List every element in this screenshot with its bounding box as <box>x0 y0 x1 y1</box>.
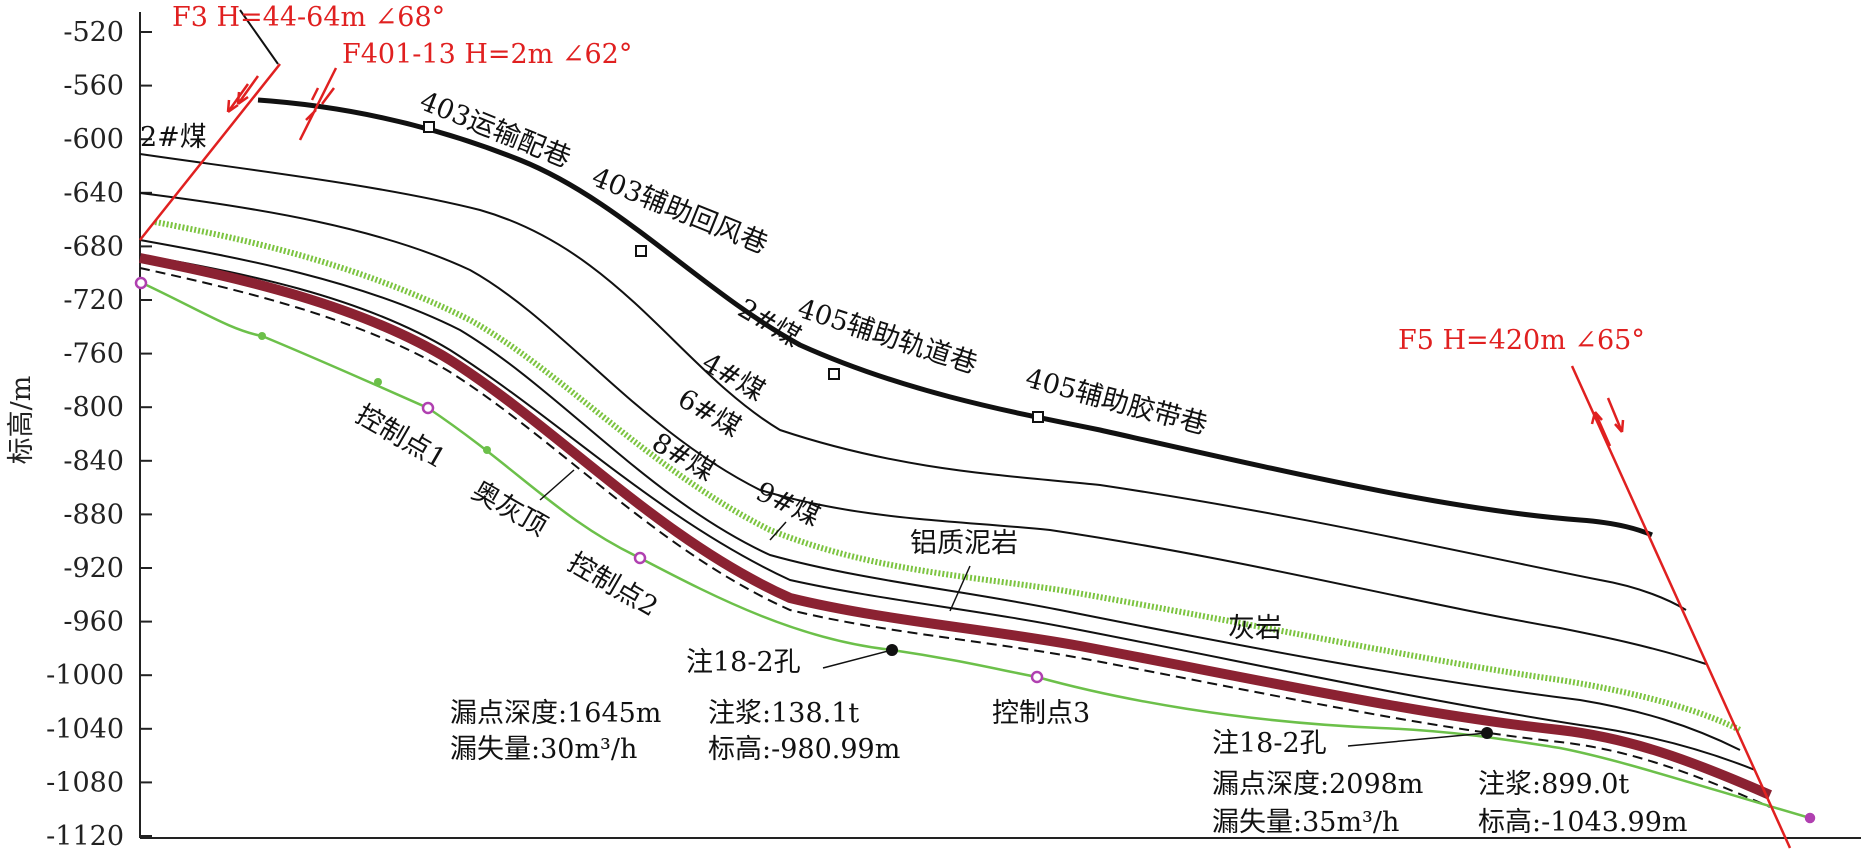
control-point-marker-end <box>1804 812 1816 824</box>
leader-coal9 <box>769 521 787 541</box>
borehole-1-name: 注18-2孔 <box>686 647 801 678</box>
y-tick-label: -1000 <box>46 660 124 691</box>
borehole-2-name: 注18-2孔 <box>1212 728 1327 759</box>
roadway-403-return-marker <box>635 245 647 257</box>
leader-bauxite <box>949 565 971 612</box>
y-tick-label: -960 <box>63 607 124 638</box>
ordovician-band <box>139 253 1773 800</box>
control-line <box>139 280 1811 820</box>
fault-f3-line <box>139 63 281 241</box>
fault-f401-arrow-a <box>298 67 338 141</box>
borehole-1-loss: 漏失量:30m³/h <box>450 734 637 765</box>
borehole-2-loss: 漏失量:35m³/h <box>1212 807 1399 838</box>
fault-f3-arrow-b <box>226 83 250 114</box>
control-dot <box>258 332 266 340</box>
fault-f3-arrow-a <box>236 75 260 106</box>
roadway-405-belt-marker <box>1032 411 1044 423</box>
y-axis: -520 -560 -600 -640 -680 -720 -760 -800 -840 -880… <box>6 12 1861 852</box>
control-point-3-label: 控制点3 <box>992 698 1090 729</box>
coal4-seam-line <box>139 153 1687 611</box>
limestone-label: 灰岩 <box>1228 613 1282 644</box>
borehole-2-depth: 漏点深度:2098m <box>1212 769 1423 800</box>
y-tick-label: -1120 <box>46 821 124 852</box>
y-tick-label: -760 <box>63 339 124 370</box>
y-tick-label: -600 <box>63 124 124 155</box>
fault-f401-arrow-b <box>310 87 335 105</box>
coal2-label: 2#煤 <box>733 293 806 353</box>
borehole-1-dot <box>886 644 898 656</box>
y-axis-label: 标高/m <box>6 376 37 465</box>
leader-borehole1 <box>822 649 893 669</box>
coal2-seam-line <box>257 97 1653 538</box>
y-tick-label: -520 <box>63 17 124 48</box>
ordovician-top-dashed-line <box>139 267 1771 808</box>
fault-f5-line <box>1570 365 1792 849</box>
y-ticks: -520 -560 -600 -640 -680 -720 -760 -800 -840 -880… <box>46 17 152 852</box>
borehole-2-dot <box>1481 727 1493 739</box>
coal8-seam-line <box>139 239 1741 751</box>
control-point-marker-1 <box>421 401 435 415</box>
coal2-left-label: 2#煤 <box>140 122 207 153</box>
control-point-marker-0 <box>134 276 148 290</box>
leader-ordovician <box>539 469 575 501</box>
roadway-403-transport-marker <box>423 121 435 133</box>
control-dot <box>374 378 382 386</box>
faults <box>139 9 1792 849</box>
roadway-markers <box>423 121 1044 423</box>
fault-f5-label: F5 H=420m ∠65° <box>1398 325 1645 356</box>
control-point-marker-2 <box>633 551 647 565</box>
borehole-2-grout: 注浆:899.0t <box>1478 769 1629 800</box>
fault-f5-arrow-a <box>1590 411 1612 447</box>
y-tick-label: -800 <box>63 392 124 423</box>
bauxite-label: 铝质泥岩 <box>910 528 1018 559</box>
limestone-band <box>154 219 1742 733</box>
y-tick-label: -1080 <box>46 767 124 798</box>
fault-f3-label: F3 H=44-64m ∠68° <box>172 2 445 33</box>
y-tick-label: -640 <box>63 178 124 209</box>
y-tick-label: -920 <box>63 553 124 584</box>
y-tick-label: -880 <box>63 499 124 530</box>
control-point-marker-3 <box>1030 670 1044 684</box>
roadway-405-track-marker <box>828 368 840 380</box>
control-dot <box>483 446 491 454</box>
control-line-dots <box>258 332 491 454</box>
borehole-1-grout: 注浆:138.1t <box>708 698 859 729</box>
borehole-1-elev: 标高:-980.99m <box>708 734 900 765</box>
coal9-seam-line <box>139 254 1756 771</box>
control-point-markers <box>134 276 1816 824</box>
borehole-1-depth: 漏点深度:1645m <box>450 698 661 729</box>
y-tick-label: -560 <box>63 71 124 102</box>
leader-lines <box>539 469 1488 747</box>
y-tick-label: -680 <box>63 231 124 262</box>
y-tick-label: -1040 <box>46 714 124 745</box>
fault-f3-leader <box>239 9 279 65</box>
roadway-405-track-label: 405辅助轨道巷 <box>794 293 981 380</box>
y-tick-label: -840 <box>63 446 124 477</box>
coal6-seam-line <box>139 192 1707 665</box>
leader-borehole2 <box>1347 732 1488 747</box>
fault-f5-arrow-b <box>1606 397 1625 433</box>
control-point-2-label: 控制点2 <box>563 547 664 623</box>
strata-lines <box>139 97 1756 771</box>
control-point-1-label: 控制点1 <box>351 399 452 475</box>
fault-f401-label: F401-13 H=2m ∠62° <box>342 39 632 70</box>
y-tick-label: -720 <box>63 285 124 316</box>
roadway-405-belt-label: 405辅助胶带巷 <box>1022 363 1210 441</box>
ordovician-label: 奥灰顶 <box>467 475 553 542</box>
borehole-2-elev: 标高:-1043.99m <box>1478 807 1687 838</box>
